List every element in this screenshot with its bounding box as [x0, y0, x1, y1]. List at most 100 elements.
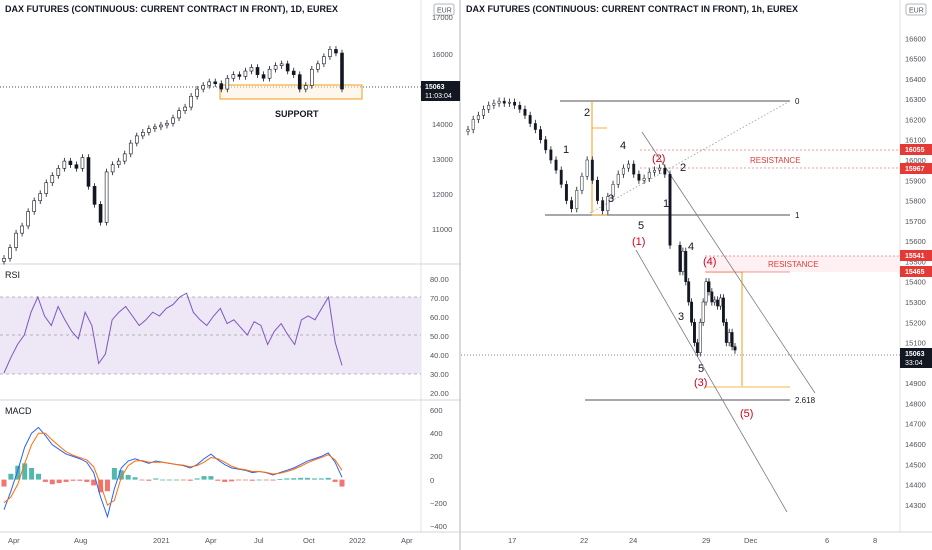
macd-pane-title: MACD: [5, 406, 32, 416]
support-zone-box[interactable]: [219, 84, 363, 100]
left-time-tick: Aug: [74, 536, 87, 545]
macd-histogram-bar: [215, 479, 221, 481]
rsi-tick: 30.00: [430, 370, 449, 379]
right-candle-body: [727, 332, 731, 343]
right-candle-body: [730, 332, 734, 347]
right-price-tick: 16300: [905, 95, 926, 104]
right-candle-body: [559, 169, 563, 185]
left-last-price-tag: [421, 81, 460, 101]
right-candle-body: [533, 123, 537, 130]
left-currency-badge[interactable]: [433, 3, 455, 16]
wave-label-1a: 1: [563, 144, 569, 156]
right-price-tick: 14300: [905, 501, 926, 510]
left-chart-title: DAX FUTURES (CONTINUOUS: CURRENT CONTRAC…: [5, 4, 338, 14]
macd-histogram-bar: [201, 476, 207, 480]
right-candle-body: [585, 159, 589, 177]
macd-histogram-bar: [194, 478, 200, 480]
wave-label-2a: 2: [584, 107, 590, 119]
right-candle-body: [713, 299, 717, 303]
macd-histogram-bar: [242, 479, 248, 481]
macd-histogram-bar: [104, 479, 110, 492]
price-tag-15967: [900, 163, 932, 174]
rsi-tick: 80.00: [430, 275, 449, 284]
left-candle-body: [68, 160, 73, 166]
wave-label-major-5: (5): [740, 408, 753, 420]
left-candle-body: [165, 122, 169, 126]
right-candle-body: [471, 119, 475, 130]
right-candle-body: [721, 297, 725, 323]
right-candle-body: [627, 163, 631, 169]
left-candle-body: [26, 211, 30, 227]
right-candle-body: [733, 346, 737, 351]
macd-histogram-bar: [49, 479, 55, 485]
macd-tick: 0: [430, 476, 434, 485]
macd-histogram-bar: [125, 474, 131, 480]
right-last-price-tag: [900, 348, 932, 368]
right-candle-body: [693, 322, 696, 343]
macd-signal-line: [3, 432, 343, 506]
left-candle-body: [62, 160, 67, 169]
macd-histogram-bar: [118, 470, 124, 480]
left-candle-body: [279, 63, 284, 66]
wave-label-5a: 5: [638, 220, 644, 232]
right-candle-body: [698, 322, 702, 353]
right-price-tick: 15100: [905, 339, 926, 348]
macd-histogram-bar: [77, 479, 83, 481]
right-price-tick: 16600: [905, 34, 926, 43]
right-candle-body: [658, 167, 662, 171]
right-currency-badge[interactable]: [905, 3, 927, 16]
macd-histogram-bar: [15, 465, 21, 480]
rsi-pane-title: RSI: [5, 270, 20, 280]
left-candle-body: [86, 157, 91, 187]
right-price-tick: 16100: [905, 136, 926, 145]
left-candle-body: [104, 171, 109, 223]
macd-histogram-bar: [222, 479, 228, 482]
right-price-tick: 14500: [905, 460, 926, 469]
left-candle-body: [213, 81, 218, 84]
left-candle-body: [80, 157, 85, 169]
macd-histogram-bar: [98, 479, 104, 493]
rsi-tick: 70.00: [430, 294, 449, 303]
right-price-tick: 15600: [905, 237, 926, 246]
left-candle-body: [303, 85, 308, 90]
left-time-tick: Apr: [205, 536, 217, 545]
price-tag-15465: [900, 266, 932, 277]
left-time-tick: 2022: [349, 536, 366, 545]
right-candle-body: [497, 100, 501, 104]
left-candle-body: [171, 117, 175, 124]
left-candle-body: [134, 135, 139, 144]
right-time-tick: 17: [508, 536, 516, 545]
right-price-tick: 15400: [905, 278, 926, 287]
wave-label-major-1: (1): [632, 236, 645, 248]
right-countdown: 33:04: [905, 360, 923, 367]
macd-histogram-bar: [153, 478, 159, 480]
right-candle-body: [716, 299, 720, 307]
resistance-2-label: RESISTANCE: [768, 260, 819, 269]
resistance-1-label: RESISTANCE: [750, 156, 801, 165]
left-last-price-value: 15063: [425, 84, 445, 91]
macd-histogram-bar: [318, 478, 324, 480]
macd-tick: −200: [430, 499, 447, 508]
right-candle-body: [707, 281, 711, 293]
resistance-2-zone[interactable]: [705, 256, 900, 272]
macd-histogram-bar: [146, 479, 152, 481]
right-candle-body: [684, 251, 688, 282]
macd-histogram-bar: [284, 478, 290, 480]
left-candle-body: [56, 168, 61, 176]
left-time-tick: Apr: [401, 536, 413, 545]
price-tag-16055: [900, 144, 932, 155]
macd-histogram-bar: [236, 479, 242, 481]
macd-histogram-bar: [42, 479, 48, 482]
left-time-tick: Jul: [254, 536, 264, 545]
left-candle-body: [207, 81, 212, 86]
left-candle-body: [110, 164, 115, 173]
macd-tick: 400: [430, 429, 443, 438]
left-candle-body: [201, 85, 205, 90]
left-candle-body: [237, 74, 242, 77]
left-candle-body: [177, 110, 181, 119]
price-tag-15541-label: 15541: [905, 253, 925, 260]
fib-2618-label: 2.618: [795, 396, 816, 405]
left-currency-label: EUR: [437, 8, 452, 15]
rsi-line: [3, 292, 343, 374]
